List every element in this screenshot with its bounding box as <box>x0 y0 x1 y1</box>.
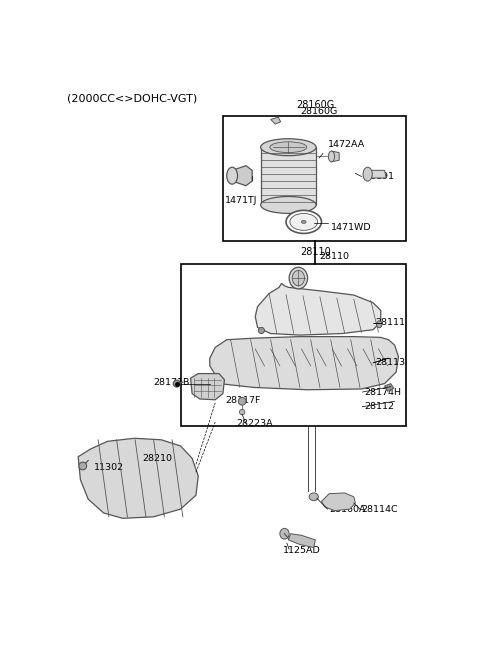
Text: 1471WD: 1471WD <box>331 223 372 232</box>
Text: 28111: 28111 <box>375 318 405 327</box>
Polygon shape <box>191 373 225 400</box>
Text: 28114C: 28114C <box>361 504 398 514</box>
Ellipse shape <box>238 397 246 405</box>
Ellipse shape <box>290 213 318 230</box>
Polygon shape <box>210 336 398 390</box>
Polygon shape <box>384 383 394 391</box>
Text: 1471TJ: 1471TJ <box>225 196 258 205</box>
Ellipse shape <box>328 151 335 162</box>
Ellipse shape <box>289 267 308 289</box>
Text: 28171B: 28171B <box>154 377 190 387</box>
Ellipse shape <box>227 167 238 184</box>
Polygon shape <box>244 341 388 367</box>
Polygon shape <box>288 534 315 547</box>
Text: 28223A: 28223A <box>237 419 274 428</box>
Ellipse shape <box>261 139 316 156</box>
Text: 28160A: 28160A <box>329 504 366 514</box>
Ellipse shape <box>258 328 264 334</box>
Ellipse shape <box>292 270 304 286</box>
Text: 28112: 28112 <box>364 402 394 411</box>
Ellipse shape <box>270 142 307 152</box>
Ellipse shape <box>261 197 316 213</box>
Ellipse shape <box>301 220 306 224</box>
Ellipse shape <box>240 409 245 415</box>
Ellipse shape <box>376 321 382 328</box>
Text: (2000CC<>DOHC-VGT): (2000CC<>DOHC-VGT) <box>67 93 198 103</box>
Text: 28174H: 28174H <box>364 387 401 397</box>
Polygon shape <box>368 170 386 178</box>
Ellipse shape <box>280 528 289 539</box>
Text: 11302: 11302 <box>94 463 124 472</box>
Text: 28110: 28110 <box>300 246 331 257</box>
Text: 28160G: 28160G <box>296 100 335 111</box>
Text: 28210: 28210 <box>142 453 172 463</box>
Polygon shape <box>232 166 252 186</box>
Text: 1125AD: 1125AD <box>283 546 321 555</box>
Polygon shape <box>261 147 316 205</box>
Ellipse shape <box>286 211 322 234</box>
Polygon shape <box>78 438 198 518</box>
Ellipse shape <box>309 493 318 500</box>
Bar <box>180 264 406 426</box>
Text: 28160G: 28160G <box>300 107 337 115</box>
Polygon shape <box>255 283 381 335</box>
Text: 28117F: 28117F <box>225 396 261 405</box>
Text: 28191: 28191 <box>364 172 394 181</box>
Text: 28110: 28110 <box>319 252 349 261</box>
Text: 28113: 28113 <box>375 358 406 367</box>
Ellipse shape <box>79 462 86 470</box>
Bar <box>223 117 406 241</box>
Ellipse shape <box>173 380 180 387</box>
Polygon shape <box>322 493 355 510</box>
Ellipse shape <box>363 167 372 181</box>
Polygon shape <box>271 117 281 124</box>
Text: 1472AA: 1472AA <box>328 140 366 149</box>
Polygon shape <box>332 151 339 162</box>
